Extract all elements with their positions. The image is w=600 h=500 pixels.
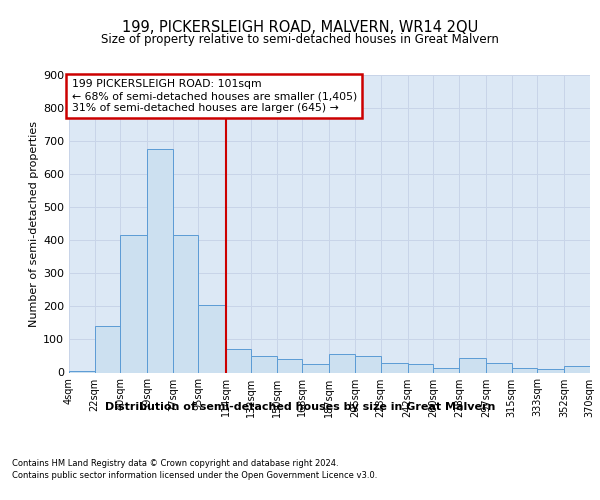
Text: Distribution of semi-detached houses by size in Great Malvern: Distribution of semi-detached houses by …: [105, 402, 495, 412]
Bar: [380, 362, 407, 372]
Bar: [199, 304, 226, 372]
Bar: [147, 150, 173, 372]
Bar: [329, 354, 355, 372]
Bar: [69, 371, 95, 372]
Bar: [564, 366, 590, 372]
Bar: [459, 358, 486, 372]
Bar: [355, 356, 380, 372]
Bar: [486, 362, 512, 372]
Bar: [512, 368, 537, 372]
Text: Size of property relative to semi-detached houses in Great Malvern: Size of property relative to semi-detach…: [101, 34, 499, 46]
Text: Contains public sector information licensed under the Open Government Licence v3: Contains public sector information licen…: [12, 472, 377, 480]
Bar: [277, 360, 302, 372]
Y-axis label: Number of semi-detached properties: Number of semi-detached properties: [29, 120, 39, 327]
Text: 199 PICKERSLEIGH ROAD: 101sqm
← 68% of semi-detached houses are smaller (1,405)
: 199 PICKERSLEIGH ROAD: 101sqm ← 68% of s…: [71, 80, 357, 112]
Bar: [251, 356, 277, 372]
Bar: [226, 350, 251, 372]
Bar: [302, 364, 329, 372]
Bar: [433, 368, 459, 372]
Bar: [120, 236, 147, 372]
Bar: [95, 326, 120, 372]
Bar: [173, 236, 199, 372]
Text: Contains HM Land Registry data © Crown copyright and database right 2024.: Contains HM Land Registry data © Crown c…: [12, 460, 338, 468]
Text: 199, PICKERSLEIGH ROAD, MALVERN, WR14 2QU: 199, PICKERSLEIGH ROAD, MALVERN, WR14 2Q…: [122, 20, 478, 35]
Bar: [537, 369, 564, 372]
Bar: [407, 364, 433, 372]
